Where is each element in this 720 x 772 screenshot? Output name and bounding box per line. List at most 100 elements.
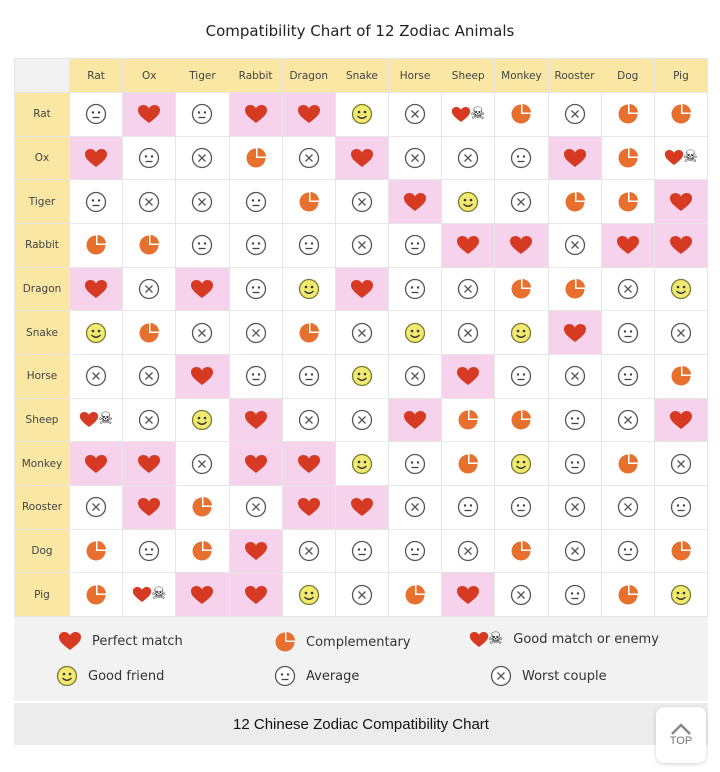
cell-dog-rooster — [548, 529, 601, 573]
circle-x-icon — [457, 322, 479, 344]
cell-horse-rooster — [548, 355, 601, 398]
cell-rooster-sheep — [442, 486, 495, 529]
row-header-horse: Horse — [15, 355, 69, 398]
heart-icon — [297, 104, 321, 124]
neutral-face-icon — [191, 103, 213, 125]
cell-horse-rat — [70, 355, 123, 398]
neutral-face-icon — [670, 496, 692, 518]
smiley-icon — [351, 103, 373, 125]
cell-ox-dog — [601, 136, 654, 180]
cell-rat-rooster — [548, 93, 601, 136]
neutral-face-icon — [274, 665, 296, 687]
heart-icon — [350, 497, 374, 517]
heart-icon — [190, 279, 214, 299]
pie-icon — [510, 540, 532, 562]
circle-x-icon — [138, 409, 160, 431]
cell-horse-ox — [123, 355, 176, 398]
circle-x-icon — [245, 322, 267, 344]
chart-title: Compatibility Chart of 12 Zodiac Animals — [205, 22, 515, 40]
circle-x-icon — [404, 103, 426, 125]
cell-dog-rat — [70, 529, 123, 573]
circle-x-icon — [404, 147, 426, 169]
smiley-icon — [457, 191, 479, 213]
pie-icon — [138, 234, 160, 256]
heart-icon — [244, 585, 268, 605]
circle-x-icon — [490, 665, 512, 687]
cell-rooster-dog — [601, 486, 654, 529]
cell-rabbit-pig — [654, 224, 707, 267]
neutral-face-icon — [245, 278, 267, 300]
cell-tiger-monkey — [495, 180, 548, 223]
heart-icon — [297, 497, 321, 517]
smiley-icon — [298, 584, 320, 606]
cell-horse-sheep — [442, 355, 495, 398]
cell-monkey-sheep — [442, 442, 495, 485]
cell-rooster-pig — [654, 486, 707, 529]
pie-icon — [298, 322, 320, 344]
cell-tiger-ox — [123, 180, 176, 223]
column-header-sheep: Sheep — [442, 59, 495, 92]
cell-pig-rabbit — [229, 573, 282, 616]
circle-x-icon — [670, 453, 692, 475]
circle-x-icon — [245, 496, 267, 518]
neutral-face-icon — [510, 496, 532, 518]
cell-sheep-rabbit — [229, 398, 282, 442]
legend-label: Good friend — [88, 668, 165, 684]
heart-icon — [58, 631, 82, 651]
back-to-top-button[interactable]: TOP — [656, 707, 706, 763]
row-header-rooster: Rooster — [15, 486, 69, 529]
heart-icon — [137, 497, 161, 517]
neutral-face-icon — [404, 234, 426, 256]
heart-icon — [84, 454, 108, 474]
cell-rooster-snake — [335, 486, 388, 529]
cell-ox-dragon — [282, 136, 335, 180]
circle-x-icon — [564, 103, 586, 125]
circle-x-icon — [298, 540, 320, 562]
legend-item-complementary: Complementary — [274, 631, 411, 653]
cell-monkey-dog — [601, 442, 654, 485]
cell-sheep-sheep — [442, 398, 495, 442]
pie-icon — [564, 191, 586, 213]
cell-rabbit-rat — [70, 224, 123, 267]
circle-x-icon — [298, 147, 320, 169]
cell-rabbit-monkey — [495, 224, 548, 267]
pie-icon — [564, 278, 586, 300]
caption-bar: 12 Chinese Zodiac Compatibility Chart — [14, 703, 708, 745]
legend-label: Good match or enemy — [513, 632, 659, 647]
legend-item-good-match-or-enemy: ☠ Good match or enemy — [469, 631, 659, 648]
cell-monkey-snake — [335, 442, 388, 485]
back-to-top-label: TOP — [669, 735, 693, 747]
cell-rabbit-tiger — [176, 224, 229, 267]
legend-item-perfect: Perfect match — [58, 631, 183, 651]
circle-x-icon — [298, 409, 320, 431]
circle-x-icon — [457, 540, 479, 562]
circle-x-icon — [564, 365, 586, 387]
circle-x-icon — [564, 234, 586, 256]
circle-x-icon — [564, 496, 586, 518]
cell-sheep-dragon — [282, 398, 335, 442]
cell-pig-rat — [70, 573, 123, 616]
heart-skull-icon: ☠ — [79, 411, 113, 428]
pie-icon — [510, 409, 532, 431]
smiley-icon — [510, 453, 532, 475]
cell-pig-tiger — [176, 573, 229, 616]
heart-icon — [350, 279, 374, 299]
neutral-face-icon — [617, 322, 639, 344]
pie-icon — [617, 584, 639, 606]
cell-rat-horse — [389, 93, 442, 136]
neutral-face-icon — [404, 278, 426, 300]
cell-horse-dog — [601, 355, 654, 398]
heart-icon — [456, 585, 480, 605]
heart-icon — [456, 366, 480, 386]
cell-sheep-pig — [654, 398, 707, 442]
neutral-face-icon — [298, 234, 320, 256]
cell-dragon-pig — [654, 267, 707, 311]
smiley-icon — [298, 278, 320, 300]
pie-icon — [617, 453, 639, 475]
cell-snake-dragon — [282, 311, 335, 354]
cell-dragon-ox — [123, 267, 176, 311]
cell-rabbit-dog — [601, 224, 654, 267]
legend: Perfect match Complementary ☠ Good match … — [14, 617, 708, 701]
circle-x-icon — [191, 453, 213, 475]
circle-x-icon — [191, 322, 213, 344]
